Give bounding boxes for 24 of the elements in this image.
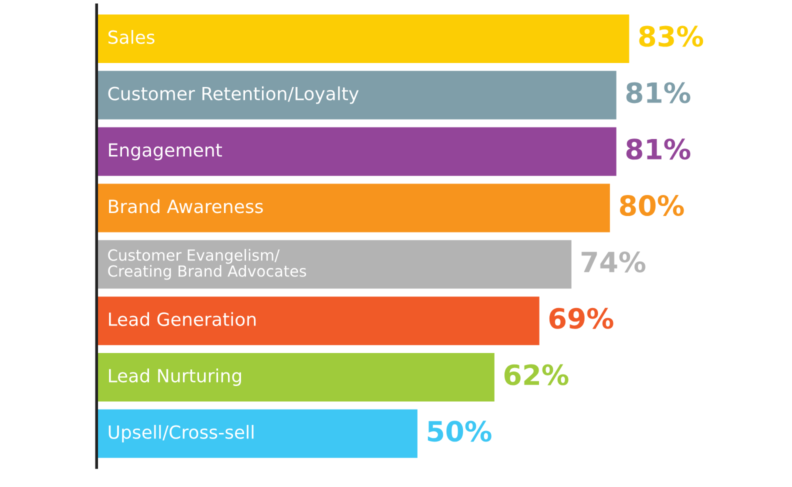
y-tick-label: Brand Awareness (109, 199, 263, 214)
bar (96, 127, 616, 176)
y-tick-label: Engagement (109, 143, 222, 160)
data-label: 83% (639, 26, 704, 47)
bar (96, 409, 418, 458)
y-tick-label: Customer Retention/Loyalty (108, 86, 359, 104)
data-label: 74% (582, 251, 646, 272)
data-label: 81% (626, 138, 690, 160)
bar (96, 14, 630, 63)
data-label: 81% (626, 82, 690, 104)
data-label: 69% (549, 308, 614, 329)
y-tick-label: Lead Nurturing (109, 368, 241, 386)
bar (96, 352, 494, 402)
bar (96, 240, 572, 289)
y-tick-label: Customer Evangelism/ Creating Brand Advocates (108, 249, 306, 280)
data-label: 62% (504, 364, 568, 386)
bar (96, 184, 610, 232)
data-label: 80% (620, 195, 684, 216)
y-tick-label: Lead Generation (109, 312, 256, 326)
y-tick-label: Sales (108, 30, 154, 44)
bar (96, 296, 540, 346)
y-tick-label: Upsell/Cross-sell (108, 424, 254, 442)
bar (96, 70, 616, 120)
data-label: 50% (428, 420, 492, 442)
